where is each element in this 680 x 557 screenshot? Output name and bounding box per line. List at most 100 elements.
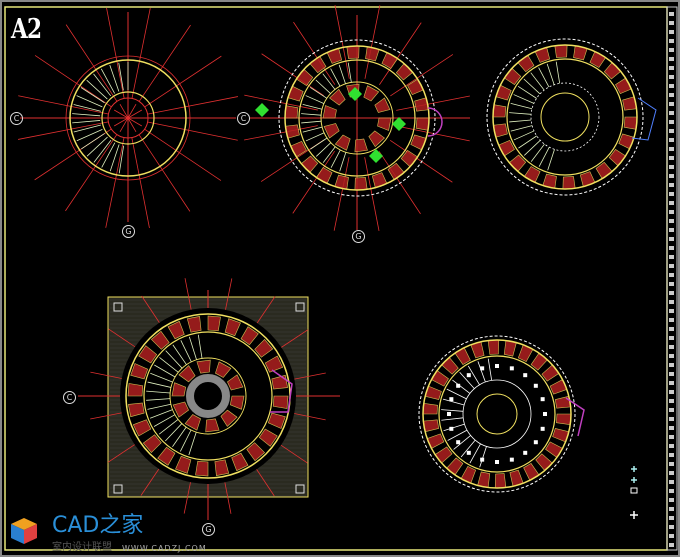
- stair-tread: [530, 72, 545, 91]
- ring: [492, 44, 638, 190]
- axis-line: [379, 22, 422, 86]
- room-bay: [368, 130, 385, 148]
- stair-tread: [147, 381, 172, 388]
- axis-line: [256, 469, 275, 497]
- title-block-cell: [669, 453, 674, 457]
- title-block-cell: [669, 120, 674, 124]
- logo-cube-icon: [11, 518, 37, 544]
- room-bay: [196, 359, 211, 374]
- room-bay: [523, 166, 541, 183]
- stair-tread: [518, 135, 537, 149]
- title-block-cell: [669, 372, 674, 376]
- stair-tread: [305, 95, 325, 104]
- room-bay: [322, 105, 337, 119]
- axis-line: [127, 109, 143, 119]
- room-bay: [535, 453, 553, 472]
- title-block-cell: [669, 165, 674, 169]
- furniture-mark: [449, 397, 454, 402]
- title-block-cell: [669, 498, 674, 502]
- axis-line: [119, 103, 129, 119]
- stair-tread: [441, 417, 464, 421]
- furniture-mark: [509, 366, 514, 371]
- stair-tread: [453, 435, 471, 450]
- room-bay: [267, 412, 286, 429]
- axis-line: [294, 372, 326, 380]
- stair-tread: [530, 143, 545, 162]
- stair-tread: [523, 140, 541, 156]
- logo-brand: CAD之家: [52, 513, 144, 538]
- axis-line: [18, 95, 109, 115]
- stair-tread: [309, 87, 328, 99]
- stair-tread: [100, 68, 115, 94]
- stair-tread: [76, 95, 103, 108]
- room-bay: [374, 97, 391, 113]
- stair-tread: [442, 398, 465, 406]
- axis-line: [144, 55, 222, 108]
- room-bay: [138, 345, 158, 364]
- room-bay: [240, 326, 259, 346]
- stair-tread: [315, 142, 332, 157]
- axis-line: [147, 96, 239, 115]
- axis-line: [17, 121, 109, 140]
- title-block-cell: [669, 93, 674, 97]
- stair-tread: [513, 130, 535, 141]
- stair-tread: [179, 429, 192, 452]
- title-block-cell: [669, 336, 674, 340]
- furniture-mark: [449, 426, 454, 431]
- stair-tread: [72, 113, 101, 117]
- furniture-mark: [533, 383, 538, 388]
- room-bay: [422, 419, 440, 433]
- title-block-cell: [669, 345, 674, 349]
- room-bay: [530, 352, 548, 371]
- stair-tread: [154, 364, 176, 378]
- room-bay: [167, 320, 185, 340]
- stair-tread: [149, 409, 173, 419]
- stair-tread: [118, 62, 124, 91]
- plan-3: [486, 38, 657, 196]
- ring: [530, 82, 600, 152]
- room-bay: [290, 141, 307, 158]
- stair-tread: [443, 423, 465, 432]
- stair-tread: [180, 340, 192, 363]
- room-bay: [272, 395, 289, 409]
- room-bay: [615, 77, 632, 94]
- stair-tread: [446, 388, 467, 400]
- furniture-mark: [523, 450, 528, 455]
- title-block-cell: [669, 246, 674, 250]
- axis-line: [131, 8, 151, 99]
- stair-tread: [109, 64, 120, 92]
- axis-line: [147, 121, 238, 141]
- room-bay: [618, 133, 635, 150]
- axis-line: [225, 278, 233, 310]
- room-bay: [132, 419, 152, 437]
- axis-line: [131, 137, 150, 229]
- title-block-cell: [669, 273, 674, 277]
- axis-line: [113, 109, 129, 119]
- room-bay: [205, 418, 220, 433]
- stair-tread: [310, 137, 328, 150]
- plan-4: [78, 278, 340, 520]
- furniture-mark: [495, 364, 499, 368]
- room-bay: [534, 47, 551, 63]
- stair-tread: [93, 73, 112, 97]
- axis-label-c: C: [10, 112, 23, 125]
- room-bay: [323, 123, 340, 139]
- axis-line: [390, 54, 454, 97]
- stair-tread: [347, 62, 352, 83]
- room-bay: [195, 460, 209, 477]
- axis-label-g: G: [202, 523, 215, 536]
- ring: [320, 81, 394, 155]
- room-bay: [377, 117, 392, 131]
- title-block-cell: [669, 408, 674, 412]
- furniture-mark: [523, 373, 528, 378]
- stair-tread: [302, 104, 323, 110]
- furniture-mark: [480, 457, 485, 462]
- marker-diamond-icon: [348, 87, 362, 101]
- title-block-cell: [669, 228, 674, 232]
- balcony-outline: [631, 97, 657, 141]
- room-bay: [334, 134, 351, 151]
- stair-tread: [301, 113, 322, 116]
- plan-1: [17, 7, 239, 229]
- axis-line: [280, 444, 308, 464]
- room-bay: [207, 315, 221, 332]
